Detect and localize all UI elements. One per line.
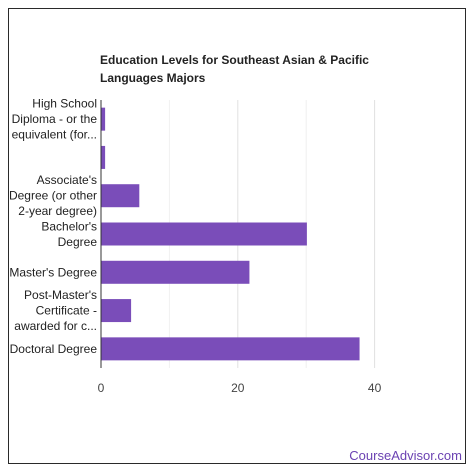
category-label: Associate's [37,173,97,187]
category-label: Master's Degree [9,265,97,279]
brand-footer[interactable]: CourseAdvisor.com [349,448,462,463]
x-tick-label: 20 [231,381,245,395]
bar [101,107,106,131]
category-label: awarded for c... [14,319,97,333]
category-label: Doctoral Degree [10,342,98,356]
bar [101,145,106,169]
x-tick-label: 40 [368,381,382,395]
category-label: Certificate - [36,304,97,318]
category-label: Degree (or other [9,189,97,203]
category-label: Degree [58,235,98,249]
bar [101,260,250,284]
category-label: equivalent (for... [12,128,97,142]
bar [101,222,307,246]
chart-title: Education Levels for Southeast Asian & P… [100,53,369,85]
category-label: Diploma - or the [12,112,98,126]
category-label: 2-year degree) [18,204,97,218]
x-tick-label: 0 [98,381,105,395]
bar [101,299,132,323]
category-label: High School [32,97,97,111]
category-label: Post-Master's [24,288,97,302]
bar [101,337,360,361]
bar [101,184,140,208]
category-label: Bachelor's [41,219,97,233]
